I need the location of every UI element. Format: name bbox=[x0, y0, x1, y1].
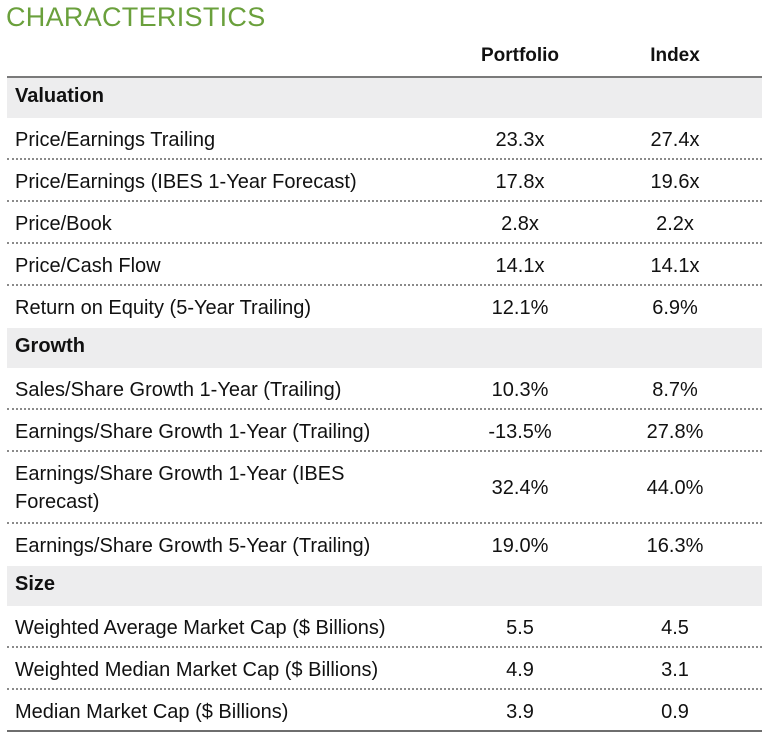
index-value: 4.5 bbox=[661, 617, 689, 639]
index-value: 27.8% bbox=[646, 421, 704, 443]
index-value: 2.2x bbox=[656, 213, 694, 235]
portfolio-value: 14.1x bbox=[495, 255, 545, 277]
portfolio-value: 12.1% bbox=[491, 297, 549, 319]
index-value: 8.7% bbox=[652, 379, 698, 401]
row-label: Weighted Average Market Cap ($ Billions) bbox=[15, 617, 386, 639]
index-value: 44.0% bbox=[646, 477, 704, 499]
row-label: Price/Earnings (IBES 1-Year Forecast) bbox=[15, 171, 357, 193]
portfolio-value: 4.9 bbox=[506, 659, 534, 681]
index-value: 27.4x bbox=[650, 129, 700, 151]
portfolio-value: 5.5 bbox=[506, 617, 534, 639]
section-header-size: Size bbox=[7, 566, 762, 606]
portfolio-value: 3.9 bbox=[506, 701, 534, 723]
portfolio-value: 2.8x bbox=[501, 213, 539, 235]
index-value: 0.9 bbox=[661, 701, 689, 723]
table-row: Price/Cash Flow 14.1x 14.1x bbox=[7, 244, 762, 286]
index-value: 6.9% bbox=[652, 297, 698, 319]
index-value: 16.3% bbox=[646, 535, 704, 557]
row-label: Return on Equity (5-Year Trailing) bbox=[15, 297, 312, 319]
table-row: Return on Equity (5-Year Trailing) 12.1%… bbox=[7, 286, 762, 328]
row-label: Price/Cash Flow bbox=[15, 255, 161, 277]
table-row: Weighted Median Market Cap ($ Billions) … bbox=[7, 648, 762, 690]
row-label: Earnings/Share Growth 5-Year (Trailing) bbox=[15, 535, 371, 557]
table-row: Median Market Cap ($ Billions) 3.9 0.9 bbox=[7, 690, 762, 732]
section-header-valuation: Valuation bbox=[7, 78, 762, 118]
table-row: Weighted Average Market Cap ($ Billions)… bbox=[7, 606, 762, 648]
table-row: Price/Earnings (IBES 1-Year Forecast) 17… bbox=[7, 160, 762, 202]
index-value: 3.1 bbox=[661, 659, 689, 681]
characteristics-table: Portfolio Index Valuation Price/Earnings… bbox=[7, 40, 762, 732]
column-header-portfolio: Portfolio bbox=[480, 45, 560, 66]
table-row: Earnings/Share Growth 1-Year (IBES Forec… bbox=[7, 452, 762, 524]
table-row: Earnings/Share Growth 5-Year (Trailing) … bbox=[7, 524, 762, 566]
table-row: Sales/Share Growth 1-Year (Trailing) 10.… bbox=[7, 368, 762, 410]
section-label: Growth bbox=[15, 335, 85, 357]
portfolio-value: 32.4% bbox=[491, 477, 549, 499]
row-label: Weighted Median Market Cap ($ Billions) bbox=[15, 659, 379, 681]
portfolio-value: 19.0% bbox=[491, 535, 549, 557]
table-row: Price/Book 2.8x 2.2x bbox=[7, 202, 762, 244]
row-label: Earnings/Share Growth 1-Year (Trailing) bbox=[15, 421, 371, 443]
section-label: Size bbox=[15, 573, 56, 595]
portfolio-value: 17.8x bbox=[495, 171, 545, 193]
row-label: Earnings/Share Growth 1-Year (IBES Forec… bbox=[15, 463, 345, 513]
row-label: Median Market Cap ($ Billions) bbox=[15, 701, 289, 723]
table-row: Price/Earnings Trailing 23.3x 27.4x bbox=[7, 118, 762, 160]
table-header-row: Portfolio Index bbox=[7, 40, 762, 78]
row-label: Price/Earnings Trailing bbox=[15, 129, 216, 151]
section-header-growth: Growth bbox=[7, 328, 762, 368]
row-label: Sales/Share Growth 1-Year (Trailing) bbox=[15, 379, 342, 401]
page-title: CHARACTERISTICS bbox=[6, 2, 266, 32]
portfolio-value: 23.3x bbox=[495, 129, 545, 151]
index-value: 19.6x bbox=[650, 171, 700, 193]
portfolio-value: -13.5% bbox=[488, 421, 552, 443]
row-label: Price/Book bbox=[15, 213, 112, 235]
table-row: Earnings/Share Growth 1-Year (Trailing) … bbox=[7, 410, 762, 452]
portfolio-value: 10.3% bbox=[491, 379, 549, 401]
section-label: Valuation bbox=[15, 85, 104, 107]
column-header-index: Index bbox=[650, 45, 700, 66]
index-value: 14.1x bbox=[650, 255, 700, 277]
